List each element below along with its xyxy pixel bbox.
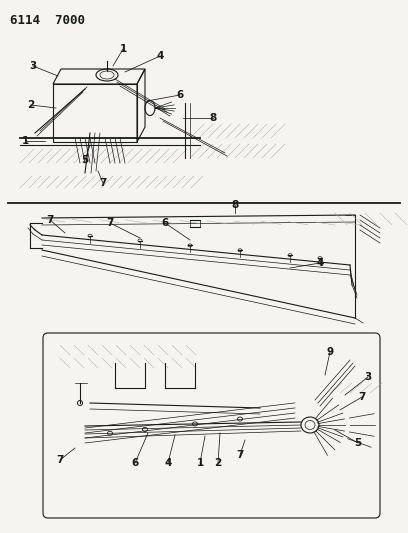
Text: 4: 4 — [164, 458, 172, 468]
Text: 2: 2 — [214, 458, 222, 468]
Text: 6: 6 — [176, 90, 184, 100]
Text: 8: 8 — [231, 200, 239, 210]
Text: 6114  7000: 6114 7000 — [10, 14, 85, 27]
Text: 9: 9 — [326, 347, 334, 357]
Text: 6: 6 — [131, 458, 139, 468]
Text: 6: 6 — [162, 218, 169, 228]
Text: 7: 7 — [47, 215, 54, 225]
Text: 8: 8 — [209, 113, 217, 123]
Text: 3: 3 — [364, 372, 372, 382]
Text: 2: 2 — [27, 100, 35, 110]
Text: 5: 5 — [81, 155, 89, 165]
Text: 7: 7 — [236, 450, 244, 460]
Text: 7: 7 — [358, 392, 366, 402]
Text: 4: 4 — [316, 258, 324, 268]
Text: 5: 5 — [355, 438, 361, 448]
Text: 7: 7 — [99, 178, 106, 188]
Text: 1: 1 — [196, 458, 204, 468]
Text: 1: 1 — [21, 136, 29, 146]
Text: 7: 7 — [56, 455, 64, 465]
Text: 3: 3 — [29, 61, 37, 71]
Text: 4: 4 — [156, 51, 164, 61]
Text: 1: 1 — [120, 44, 126, 54]
Text: 7: 7 — [106, 218, 114, 228]
